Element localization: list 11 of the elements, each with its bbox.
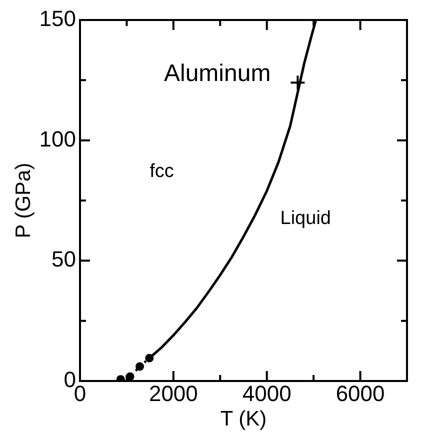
annotation: Aluminum [164, 60, 271, 87]
annotation: Liquid [280, 208, 331, 229]
x-tick-label: 4000 [242, 381, 292, 406]
y-axis-title: P (GPa) [12, 162, 35, 238]
y-tick-label: 50 [52, 246, 76, 272]
x-tick-label: 2000 [148, 381, 198, 406]
y-tick-label: 100 [39, 126, 76, 152]
y-tick-label: 150 [39, 6, 76, 32]
annotation: fcc [150, 160, 174, 182]
x-axis-title: T (K) [220, 407, 267, 430]
x-tick-label: 6000 [336, 381, 385, 406]
